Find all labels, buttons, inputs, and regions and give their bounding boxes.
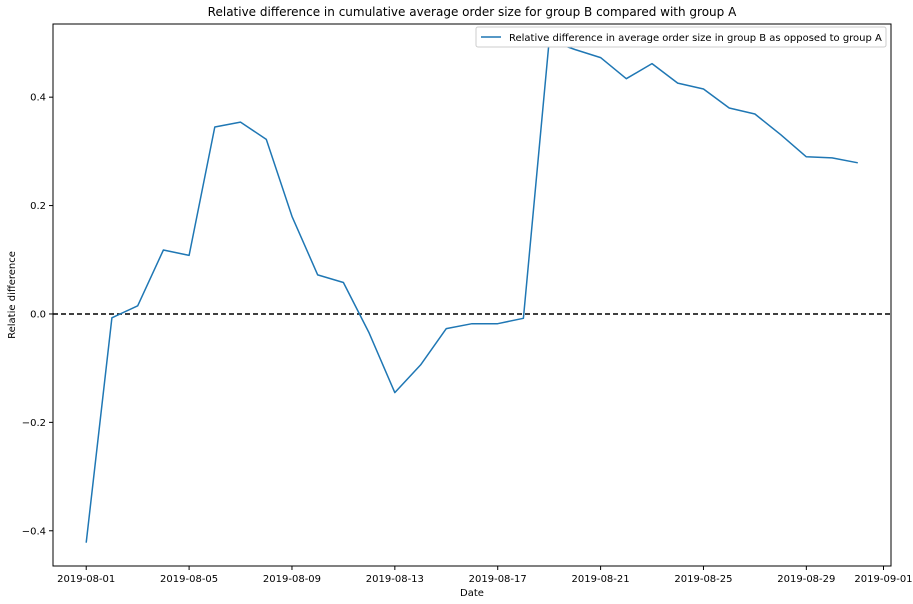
plot-frame — [52, 23, 892, 567]
x-tick-label: 2019-08-13 — [366, 574, 424, 585]
chart-title: Relative difference in cumulative averag… — [208, 5, 737, 19]
y-axis-label: Relatie difference — [7, 251, 18, 339]
x-tick-label: 2019-08-05 — [160, 574, 218, 585]
x-axis-label: Date — [460, 588, 484, 599]
legend-box — [475, 26, 887, 48]
legend: Relative difference in average order siz… — [475, 26, 887, 48]
legend-entry: Relative difference in average order siz… — [509, 33, 882, 44]
x-tick-label: 2019-08-17 — [469, 574, 527, 585]
series-line — [85, 39, 858, 543]
x-tick-label: 2019-08-25 — [674, 574, 732, 585]
y-tick-label: 0.4 — [30, 93, 46, 104]
x-tick-label: 2019-08-09 — [263, 574, 321, 585]
x-tick-label: 2019-08-21 — [572, 574, 630, 585]
y-tick-label: 0.2 — [30, 201, 46, 212]
series-layer — [85, 39, 858, 543]
y-tick-label: 0.0 — [30, 309, 46, 320]
y-tick-label: −0.2 — [22, 418, 46, 429]
x-tick-label: 2019-08-29 — [777, 574, 835, 585]
x-tick-label: 2019-09-01 — [854, 574, 912, 585]
y-axis: −0.4 −0.2 0.0 0.2 0.4 — [22, 93, 53, 537]
y-tick-label: −0.4 — [22, 526, 46, 537]
x-tick-label: 2019-08-01 — [57, 574, 115, 585]
x-axis: 2019-08-01 2019-08-05 2019-08-09 2019-08-13… — [57, 566, 913, 585]
